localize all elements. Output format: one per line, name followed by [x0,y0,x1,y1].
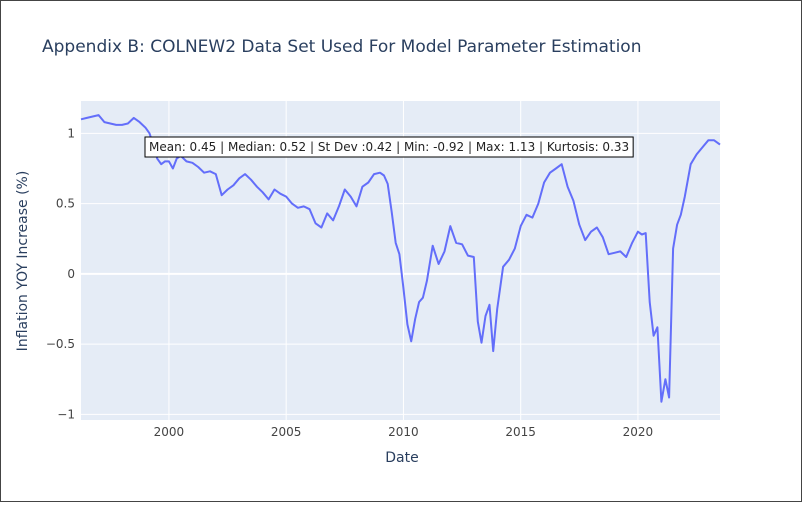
y-tick-label: 1 [67,126,75,140]
series-layer [80,114,721,403]
x-tick-label: 2000 [154,425,185,439]
series-line [80,114,721,403]
y-tick-label: 0 [67,267,75,281]
y-axis-label: Inflation YOY Increase (%) [15,171,31,352]
x-tick-label: 2020 [623,425,654,439]
x-tick-label: 2005 [271,425,302,439]
y-tick-label: −1 [57,407,75,421]
axis-ticks: −1 −0.5 0 0.5 1 2000 2005 2010 2015 2020 [46,126,653,439]
x-axis-label: Date [385,450,418,466]
x-tick-label: 2015 [505,425,536,439]
x-tick-label: 2010 [388,425,419,439]
chart-title: Appendix B: COLNEW2 Data Set Used For Mo… [42,37,641,57]
stats-annotation: Mean: 0.45 | Median: 0.52 | St Dev :0.42… [144,136,634,158]
y-tick-label: 0.5 [56,197,75,211]
stats-annotation-text: Mean: 0.45 | Median: 0.52 | St Dev :0.42… [149,140,629,154]
stats-annotation-box [144,136,634,158]
y-tick-label: −0.5 [46,337,75,351]
